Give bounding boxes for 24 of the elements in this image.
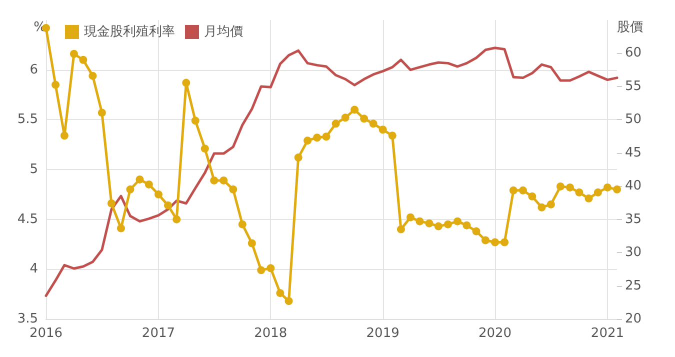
y2-tick-label: 45 [625, 145, 642, 160]
y-tick-label: 4.5 [17, 212, 38, 227]
x-tick-label: 2016 [29, 326, 63, 341]
y2-tick-label: 35 [625, 212, 642, 227]
y2-tick-label: 40 [625, 178, 642, 194]
y2-tick-label: 55 [625, 78, 642, 94]
y2-tick-label: 60 [625, 46, 642, 61]
x-tick-label: 2019 [366, 326, 400, 341]
x-tick-label: 2020 [478, 326, 512, 341]
legend-label: 月均價 [204, 24, 243, 40]
y-tick-label: 3.5 [17, 312, 38, 326]
y-tick-label: 4 [30, 262, 38, 277]
x-tick-label: 2017 [142, 326, 176, 341]
legend-label: 現金股利殖利率 [84, 24, 175, 40]
y-tick-label: 5.5 [17, 112, 38, 128]
y2-tick-label: 20 [625, 312, 642, 326]
x-tick-label: 2021 [590, 326, 624, 341]
y-tick-label: 6 [30, 62, 38, 78]
y2-tick-label: 30 [625, 245, 642, 260]
y2-axis-title: 股價 [617, 20, 643, 35]
y2-tick-label: 25 [625, 278, 642, 294]
y2-tick-label: 50 [625, 112, 642, 128]
x-tick-label: 2018 [254, 326, 288, 341]
y-tick-label: 5 [30, 162, 38, 177]
